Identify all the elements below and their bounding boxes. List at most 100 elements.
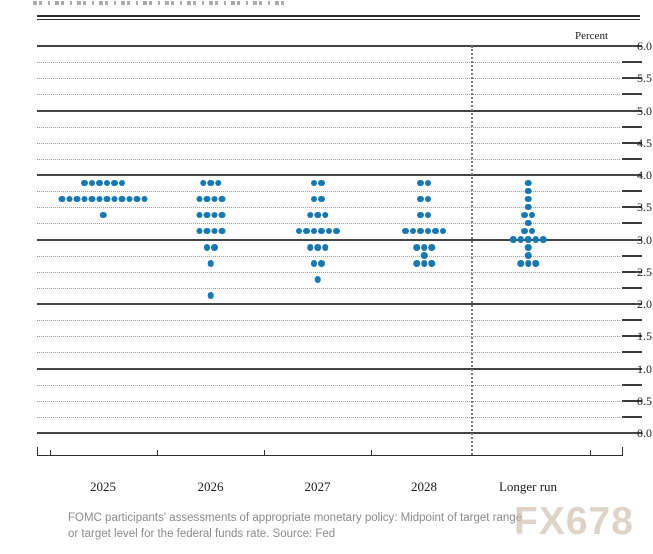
gridline-3.50 bbox=[37, 207, 620, 209]
projection-dot bbox=[424, 227, 431, 235]
projection-dot bbox=[203, 195, 210, 203]
y-tick-label: 4.5 bbox=[637, 135, 652, 150]
projection-dot bbox=[524, 219, 532, 227]
dot-row-2026-3.625 bbox=[196, 195, 225, 203]
projection-dot bbox=[521, 227, 528, 235]
y-tick-label: 4.0 bbox=[637, 168, 652, 182]
x-axis-tick bbox=[157, 450, 158, 456]
projection-dot bbox=[118, 179, 125, 187]
longer-run-separator-line bbox=[471, 46, 473, 455]
projection-dot bbox=[111, 195, 118, 203]
gridline-5.50 bbox=[37, 78, 620, 80]
projection-dot bbox=[66, 195, 73, 203]
projection-dot bbox=[306, 244, 314, 251]
projection-dot bbox=[103, 179, 110, 187]
projection-dot bbox=[207, 260, 214, 267]
gridline-2.75 bbox=[37, 255, 620, 257]
projection-dot bbox=[524, 252, 532, 259]
gridline-right-tick bbox=[622, 319, 642, 322]
y-tick-label: 3.5 bbox=[637, 200, 652, 215]
projection-dot bbox=[207, 179, 214, 187]
dot-row-2026-2.625 bbox=[207, 260, 214, 267]
dot-row-Longer-run-3.5 bbox=[524, 203, 532, 211]
projection-dot bbox=[81, 179, 88, 187]
projection-dot bbox=[196, 195, 203, 203]
projection-dot bbox=[524, 195, 532, 203]
gridline-2.50 bbox=[37, 271, 620, 273]
x-axis-label-2027: 2027 bbox=[304, 479, 331, 494]
projection-dot bbox=[417, 227, 424, 235]
dot-row-2027-2.375 bbox=[314, 276, 321, 283]
projection-dot bbox=[211, 195, 218, 203]
dot-row-2028-2.875 bbox=[413, 244, 435, 251]
projection-dot bbox=[413, 244, 420, 251]
dot-row-2027-3.375 bbox=[306, 211, 329, 219]
gridline-5.00 bbox=[37, 109, 642, 112]
dot-row-2025-3.875 bbox=[81, 179, 125, 187]
projection-dot bbox=[118, 195, 125, 203]
projection-dot bbox=[420, 260, 428, 267]
projection-dot bbox=[325, 227, 332, 235]
dot-row-2026-3.375 bbox=[196, 211, 225, 219]
gridline-right-tick bbox=[622, 383, 642, 386]
x-axis-tick bbox=[50, 450, 51, 456]
dot-row-2026-2.125 bbox=[207, 292, 214, 299]
y-tick-label: 5.5 bbox=[637, 71, 652, 86]
dot-row-2025-3.625 bbox=[58, 195, 148, 203]
projection-dot bbox=[318, 179, 325, 187]
fx678-watermark: FX678 bbox=[514, 500, 634, 543]
projection-dot bbox=[524, 203, 532, 211]
dot-row-2027-2.875 bbox=[306, 244, 329, 251]
clipped-title-fragment bbox=[33, 1, 288, 5]
projection-dot bbox=[420, 252, 428, 259]
projection-dot bbox=[314, 276, 321, 283]
x-axis-tick bbox=[590, 450, 591, 456]
projection-dot bbox=[203, 211, 210, 219]
projection-dot bbox=[303, 227, 310, 235]
gridline-1.75 bbox=[37, 320, 620, 322]
x-axis-corner bbox=[622, 447, 623, 456]
projection-dot bbox=[420, 244, 428, 251]
dot-row-2026-3.875 bbox=[199, 179, 222, 187]
gridline-1.00 bbox=[37, 367, 642, 370]
projection-dot bbox=[218, 195, 225, 203]
projection-dot bbox=[524, 179, 532, 187]
projection-dot bbox=[314, 211, 321, 219]
gridline-1.25 bbox=[37, 352, 620, 354]
projection-dot bbox=[524, 187, 532, 195]
projection-dot bbox=[211, 227, 218, 235]
y-tick-label: 2.5 bbox=[637, 264, 652, 279]
gridline-4.25 bbox=[37, 158, 620, 160]
projection-dot bbox=[96, 179, 103, 187]
projection-dot bbox=[196, 227, 203, 235]
projection-dot bbox=[310, 260, 317, 267]
projection-dot bbox=[524, 236, 532, 243]
projection-dot bbox=[333, 227, 340, 235]
gridline-right-tick bbox=[622, 270, 642, 273]
projection-dot bbox=[318, 227, 325, 235]
y-tick-label: 0.5 bbox=[637, 393, 652, 408]
gridline-right-tick bbox=[622, 206, 642, 209]
y-tick-label: 5.0 bbox=[637, 103, 652, 118]
projection-dot bbox=[111, 179, 118, 187]
projection-dot bbox=[88, 179, 95, 187]
gridline-0.25 bbox=[37, 416, 620, 418]
dot-row-2026-3.125 bbox=[196, 227, 225, 235]
x-axis-label-2026: 2026 bbox=[197, 479, 224, 494]
projection-dot bbox=[314, 244, 321, 251]
gridline-0.00 bbox=[37, 432, 642, 434]
projection-dot bbox=[133, 195, 140, 203]
projection-dot bbox=[310, 227, 317, 235]
y-tick-label: 1.5 bbox=[637, 329, 652, 344]
projection-dot bbox=[207, 292, 214, 299]
gridline-right-tick bbox=[622, 254, 642, 257]
projection-dot bbox=[413, 260, 420, 267]
y-tick-label: 0.0 bbox=[637, 426, 652, 440]
dot-row-Longer-run-2.625 bbox=[517, 260, 539, 267]
projection-dot bbox=[81, 195, 88, 203]
x-axis-label-longer-run: Longer run bbox=[498, 479, 558, 494]
gridline-3.25 bbox=[37, 223, 620, 225]
projection-dot bbox=[428, 260, 435, 267]
gridline-right-tick bbox=[622, 415, 642, 418]
